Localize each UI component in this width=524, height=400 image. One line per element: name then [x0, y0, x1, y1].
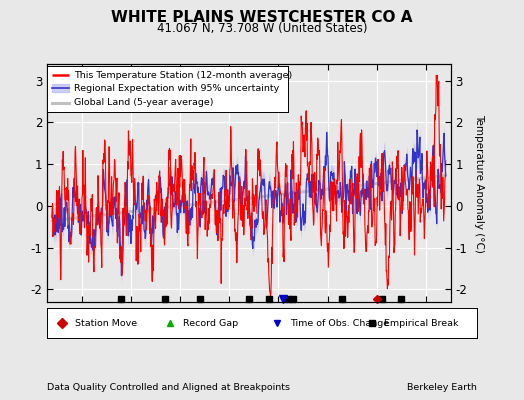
- Text: Berkeley Earth: Berkeley Earth: [407, 383, 477, 392]
- Text: Data Quality Controlled and Aligned at Breakpoints: Data Quality Controlled and Aligned at B…: [47, 383, 290, 392]
- Text: 41.067 N, 73.708 W (United States): 41.067 N, 73.708 W (United States): [157, 22, 367, 35]
- Text: Global Land (5-year average): Global Land (5-year average): [74, 98, 213, 107]
- Text: This Temperature Station (12-month average): This Temperature Station (12-month avera…: [74, 71, 292, 80]
- Y-axis label: Temperature Anomaly (°C): Temperature Anomaly (°C): [474, 114, 484, 252]
- Text: WHITE PLAINS WESTCHESTER CO A: WHITE PLAINS WESTCHESTER CO A: [111, 10, 413, 25]
- Text: Record Gap: Record Gap: [182, 318, 238, 328]
- Text: Empirical Break: Empirical Break: [385, 318, 459, 328]
- Text: Regional Expectation with 95% uncertainty: Regional Expectation with 95% uncertaint…: [74, 84, 279, 92]
- Text: Time of Obs. Change: Time of Obs. Change: [290, 318, 389, 328]
- Text: Station Move: Station Move: [75, 318, 137, 328]
